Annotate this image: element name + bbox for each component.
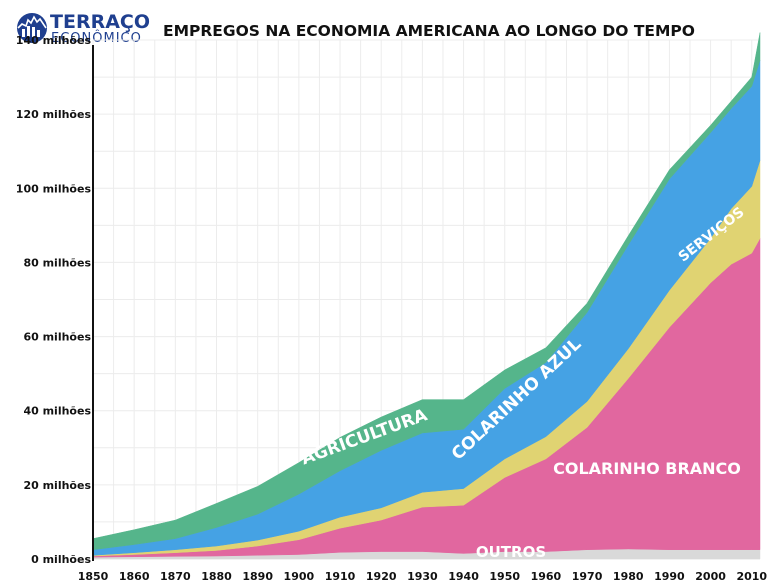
x-tick-label: 1920 xyxy=(366,570,397,583)
area-label: OUTROS xyxy=(476,543,546,561)
x-tick-label: 1870 xyxy=(160,570,191,583)
x-axis-ticks: 1850 1860 1870 1880 1890 1900 1910 1920 1930 1940… xyxy=(78,570,768,583)
logo: TERRAÇO ECONÔMICO xyxy=(17,11,150,46)
y-tick-label: 0 milhões xyxy=(31,553,91,566)
x-tick-label: 1940 xyxy=(448,570,479,583)
x-tick-label: 1860 xyxy=(119,570,150,583)
x-tick-label: 2010 xyxy=(736,570,767,583)
x-tick-label: 1910 xyxy=(325,570,356,583)
y-tick-label: 20 milhões xyxy=(23,479,91,492)
x-tick-label: 1960 xyxy=(531,570,562,583)
y-tick-label: 60 milhões xyxy=(23,331,91,344)
x-tick-label: 1980 xyxy=(613,570,644,583)
x-tick-label: 1990 xyxy=(654,570,685,583)
y-tick-label: 40 milhões xyxy=(23,405,91,418)
logo-subtitle: ECONÔMICO xyxy=(51,30,142,46)
area-agricultura xyxy=(92,32,761,551)
x-tick-label: 1930 xyxy=(407,570,438,583)
stacked-areas xyxy=(92,32,761,560)
y-tick-label: 80 milhões xyxy=(23,256,91,269)
y-tick-label: 140 milhões xyxy=(16,34,92,47)
chart-title: EMPREGOS NA ECONOMIA AMERICANA AO LONGO … xyxy=(163,22,695,40)
y-axis-ticks: 0 milhões 20 milhões 40 milhões 60 milhões 8… xyxy=(16,34,92,566)
y-tick-label: 100 milhões xyxy=(16,182,92,195)
x-tick-label: 1970 xyxy=(572,570,603,583)
area-label: COLARINHO BRANCO xyxy=(553,459,741,478)
x-tick-label: 1850 xyxy=(78,570,109,583)
x-tick-label: 2000 xyxy=(695,570,726,583)
x-tick-label: 1950 xyxy=(489,570,520,583)
x-tick-label: 1890 xyxy=(242,570,273,583)
logo-name: TERRAÇO xyxy=(50,11,150,33)
globe-icon xyxy=(17,13,47,43)
y-tick-label: 120 milhões xyxy=(16,108,92,121)
x-tick-label: 1880 xyxy=(201,570,232,583)
x-tick-label: 1900 xyxy=(284,570,315,583)
